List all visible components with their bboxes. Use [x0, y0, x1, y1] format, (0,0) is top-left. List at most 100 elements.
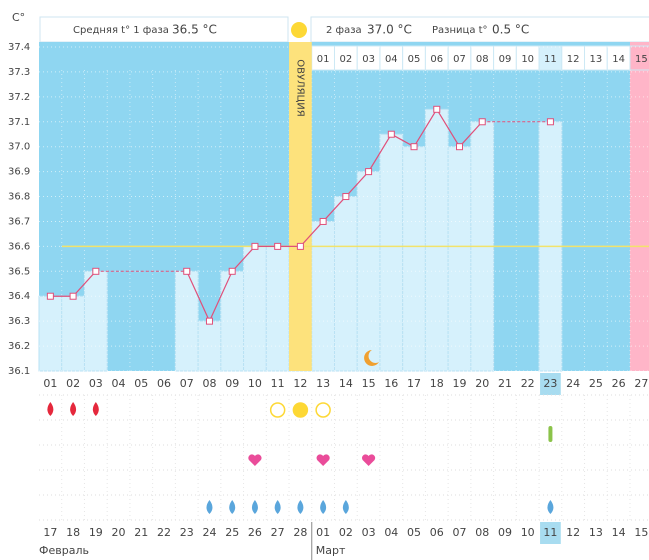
y-tick-label: 37.1	[8, 117, 30, 128]
temp-point	[92, 267, 100, 275]
x-tick-label: 01	[43, 377, 57, 390]
temp-line	[186, 108, 483, 323]
drop	[251, 500, 258, 514]
phase2-label: 2 фаза	[326, 25, 362, 36]
x-tick-label: 04	[112, 377, 126, 390]
temp-bar	[265, 245, 290, 372]
y-tick-label: 36.9	[8, 167, 30, 178]
x-tick-label: 12	[293, 377, 307, 390]
temp-point	[46, 292, 54, 300]
y-tick-label: 36.8	[8, 192, 30, 203]
fertile-end	[629, 42, 649, 371]
date-label: 12	[566, 526, 580, 539]
x-tick-label: 14	[339, 377, 353, 390]
x-tick-label: 10	[248, 377, 262, 390]
phase2-day: 14	[612, 54, 625, 65]
temp-point	[69, 292, 77, 300]
heart	[361, 454, 376, 466]
phase1-value: 36.5 °C	[172, 23, 217, 37]
phase2-day: 03	[362, 54, 375, 65]
x-tick-label: 05	[134, 377, 148, 390]
temp-point	[251, 242, 259, 250]
date-label: 09	[498, 526, 512, 539]
marker	[548, 426, 553, 442]
temp-bar	[220, 270, 245, 372]
date-label: 21	[134, 526, 148, 539]
date-label: 27	[271, 526, 285, 539]
temp-bar	[379, 133, 404, 372]
moon-icon	[364, 350, 379, 366]
today-date-cell	[540, 522, 561, 544]
drop	[297, 500, 304, 514]
y-tick-label: 36.6	[8, 241, 30, 252]
bleeding-drop	[47, 402, 54, 416]
temp-bar	[333, 196, 358, 372]
temp-point	[205, 317, 213, 325]
ovulation-test	[315, 402, 331, 418]
temp-bar	[356, 171, 381, 372]
date-label: 24	[202, 526, 216, 539]
x-tick-label: 02	[66, 377, 80, 390]
temp-point	[433, 105, 441, 113]
y-tick-label: 36.7	[8, 216, 30, 227]
y-tick-label: 36.3	[8, 316, 30, 327]
x-tick-label: 17	[407, 377, 421, 390]
temp-bar	[61, 295, 85, 372]
temp-point	[228, 267, 236, 275]
phase2-day: 11	[544, 54, 557, 65]
month-label: Февраль	[39, 544, 89, 557]
ovulation-test	[269, 402, 286, 418]
date-label: 06	[430, 526, 444, 539]
temp-point	[274, 242, 282, 250]
x-tick-label: 06	[157, 377, 171, 390]
phase2-day: 04	[385, 54, 398, 65]
date-label: 18	[66, 526, 80, 539]
drop	[547, 500, 554, 514]
y-tick-label: 37.4	[8, 42, 30, 53]
temp-point	[410, 143, 418, 151]
date-label: 05	[407, 526, 421, 539]
phase2-cell	[629, 45, 649, 71]
date-label: 25	[225, 526, 239, 539]
temp-point	[365, 168, 373, 176]
temp-bar	[197, 320, 222, 372]
ovulation-sun	[291, 22, 307, 38]
phase2-day: 12	[567, 54, 580, 65]
date-label: 22	[157, 526, 171, 539]
bleeding-drop	[92, 402, 99, 416]
date-label: 10	[521, 526, 535, 539]
today-cell	[540, 373, 561, 395]
date-label: 20	[112, 526, 126, 539]
x-tick-label: 16	[384, 377, 398, 390]
y-tick-label: 37.2	[8, 92, 30, 103]
temp-bar	[402, 146, 426, 372]
x-tick-label: 22	[521, 377, 535, 390]
phase2-day: 15	[635, 54, 648, 65]
temp-point	[387, 130, 395, 138]
bleeding-drop	[70, 402, 77, 416]
x-tick-label: 20	[475, 377, 489, 390]
x-tick-label: 03	[89, 377, 103, 390]
date-label: 03	[362, 526, 376, 539]
phase2-day: 06	[430, 54, 443, 65]
month-label: Март	[316, 544, 346, 557]
date-label: 28	[293, 526, 307, 539]
x-tick-label: 18	[430, 377, 444, 390]
date-label: 14	[612, 526, 626, 539]
phase1-box	[39, 16, 289, 43]
phase2-day: 13	[590, 54, 603, 65]
diff-label: Разница t°	[432, 25, 488, 36]
date-label: 11	[543, 526, 557, 539]
ovulation-column	[289, 42, 312, 371]
phase2-day: 08	[476, 54, 489, 65]
x-tick-label: 15	[362, 377, 376, 390]
phase2-day: 02	[339, 54, 352, 65]
y-tick-labels: 36.1 36.2 36.3 36.4 36.5 36.6 36.7 36.8 36.9 37.0…	[8, 42, 30, 377]
date-label: 26	[248, 526, 262, 539]
y-tick-label: 36.4	[8, 291, 30, 302]
temp-point	[478, 118, 486, 126]
temp-point	[183, 267, 191, 275]
y-tick-label: 37.3	[8, 67, 30, 78]
temp-point	[546, 118, 554, 126]
